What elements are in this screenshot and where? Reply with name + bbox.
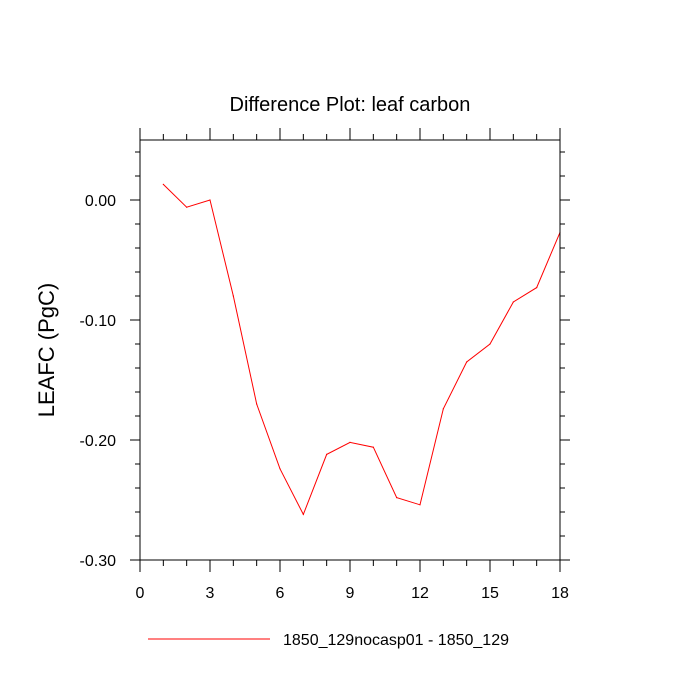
data-point <box>419 504 421 506</box>
series-line <box>162 184 561 516</box>
x-tick-label: 0 <box>136 585 145 602</box>
x-tick-label: 3 <box>206 585 215 602</box>
data-point <box>442 408 444 410</box>
chart-title: Difference Plot: leaf carbon <box>230 94 471 116</box>
data-point <box>396 497 398 499</box>
y-tick-label: -0.20 <box>80 433 117 450</box>
y-tick-labels: 0.00 -0.10 -0.20 -0.30 <box>80 193 117 570</box>
data-point <box>279 468 281 470</box>
data-point <box>326 453 328 455</box>
data-point <box>232 295 234 297</box>
data-point <box>372 446 374 448</box>
data-point <box>512 301 514 303</box>
data-point <box>489 343 491 345</box>
y-axis-label: LEAFC (PgC) <box>34 283 59 417</box>
y-tick-label: 0.00 <box>85 193 116 210</box>
x-tick-label: 9 <box>346 585 355 602</box>
data-point <box>162 183 164 185</box>
x-tick-label: 6 <box>276 585 285 602</box>
legend-label: 1850_129nocasp01 - 1850_129 <box>283 632 509 649</box>
data-point <box>209 199 211 201</box>
x-tick-label: 18 <box>551 585 569 602</box>
data-point <box>466 361 468 363</box>
axis-ticks <box>130 128 570 572</box>
y-tick-label: -0.30 <box>80 553 117 570</box>
data-point <box>536 287 538 289</box>
series-layer <box>162 183 561 516</box>
legend: 1850_129nocasp01 - 1850_129 <box>148 632 509 649</box>
y-tick-label: -0.10 <box>80 313 117 330</box>
data-point <box>186 206 188 208</box>
x-tick-labels: 0 3 6 9 12 15 18 <box>136 585 569 602</box>
data-point <box>349 441 351 443</box>
x-tick-label: 15 <box>481 585 499 602</box>
x-tick-label: 12 <box>411 585 429 602</box>
plot-frame <box>139 139 561 561</box>
data-point <box>256 403 258 405</box>
data-point <box>302 513 304 516</box>
